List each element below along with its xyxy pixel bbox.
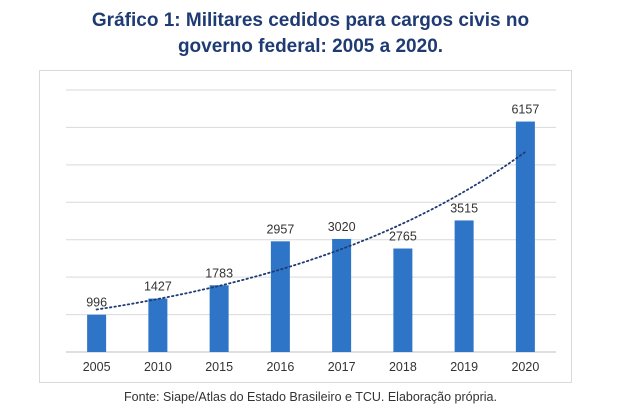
trendline	[95, 151, 527, 311]
chart-area	[39, 70, 572, 383]
data-label-2018: 2765	[389, 230, 417, 244]
chart-title-line-1: Gráfico 1: Militares cedidos para cargos…	[91, 10, 530, 31]
x-tick-label-2010: 2010	[144, 360, 172, 374]
data-label-2017: 3020	[328, 220, 356, 234]
bar-2019	[454, 220, 474, 352]
data-label-2016: 2957	[266, 222, 294, 236]
x-tick-label-2018: 2018	[389, 360, 417, 374]
x-tick-label-2019: 2019	[450, 360, 478, 374]
x-tick-label-2020: 2020	[511, 360, 539, 374]
bar-2017	[332, 238, 352, 352]
x-tick-label-2005: 2005	[83, 360, 111, 374]
x-tick-label-2017: 2017	[328, 360, 356, 374]
x-tick-label-2015: 2015	[205, 360, 233, 374]
chart-title: Gráfico 1: Militares cedidos para cargos…	[0, 8, 621, 60]
bar-2015	[209, 285, 229, 352]
bar-2016	[270, 241, 290, 352]
bar-2018	[393, 248, 413, 352]
bar-2010	[148, 298, 168, 352]
data-label-2020: 6157	[511, 103, 539, 117]
chart-source-note: Fonte: Siape/Atlas do Estado Brasileiro …	[124, 390, 497, 404]
data-label-2010: 1427	[144, 280, 172, 294]
data-label-2015: 1783	[205, 266, 233, 280]
bar-2020	[515, 121, 535, 353]
data-label-2005: 996	[86, 296, 107, 310]
bar-2005	[87, 314, 107, 352]
x-tick-label-2016: 2016	[266, 360, 294, 374]
data-label-2019: 3515	[450, 201, 478, 215]
chart-title-line-2: governo federal: 2005 a 2020.	[177, 36, 444, 57]
